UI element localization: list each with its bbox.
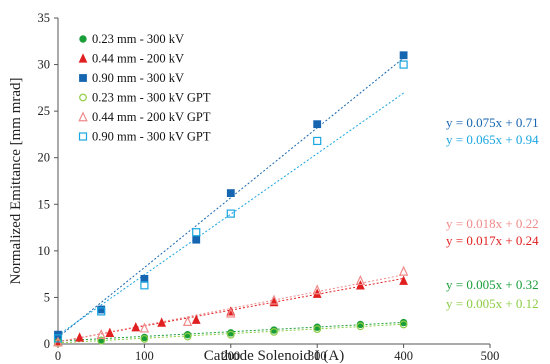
- point-series-6: [399, 60, 408, 69]
- y-tick-label: 0: [44, 337, 50, 351]
- point-series-4: [140, 334, 149, 343]
- legend-marker-4: [79, 93, 87, 102]
- point-series-5: [269, 294, 279, 305]
- y-tick-label: 35: [38, 11, 51, 25]
- x-tick-label: 500: [481, 349, 500, 363]
- point-series-2: [356, 280, 365, 290]
- point-series-2: [191, 314, 201, 324]
- legend-label-5: 0.44 mm - 200 kV GPT: [92, 110, 211, 124]
- point-series-5: [182, 315, 193, 326]
- x-tick-label: 300: [308, 349, 327, 363]
- fit-equation-3: y = 0.075x + 0.71: [446, 115, 539, 130]
- legend-label-6: 0.90 mm - 300 kV GPT: [92, 130, 211, 144]
- fit-equation-6: y = 0.065x + 0.94: [446, 132, 539, 147]
- point-series-6: [97, 307, 106, 316]
- point-series-6: [192, 228, 201, 237]
- point-series-5: [398, 265, 409, 276]
- point-series-6: [140, 281, 149, 290]
- legend-label-2: 0.44 mm - 200 kV: [92, 52, 184, 66]
- y-tick-label: 30: [38, 58, 51, 72]
- x-tick-label: 200: [221, 349, 240, 363]
- point-series-3: [313, 120, 322, 129]
- point-series-5: [96, 329, 106, 340]
- point-series-5: [226, 307, 236, 318]
- point-series-3: [226, 189, 235, 198]
- point-series-5: [312, 284, 322, 295]
- x-tick-label: 100: [135, 349, 154, 363]
- point-series-3: [399, 51, 408, 60]
- legend-marker-6: [78, 132, 88, 141]
- y-axis-title: Normalized Emittance [mm mrad]: [8, 77, 24, 284]
- point-series-6: [313, 136, 322, 146]
- legend-label-1: 0.23 mm - 300 kV: [92, 32, 184, 46]
- axes: 0 100 200 300 400 500 0 5 10 15 20 25 30 35: [38, 11, 500, 363]
- point-series-4: [270, 327, 278, 336]
- legend-label-4: 0.23 mm - 300 kV GPT: [92, 91, 211, 105]
- fit-line-2: [57, 277, 404, 343]
- legend-marker-3: [79, 74, 87, 82]
- x-tick-label: 0: [55, 349, 61, 363]
- y-tick-label: 20: [38, 151, 51, 165]
- point-series-3: [192, 235, 201, 244]
- point-series-2: [131, 322, 141, 332]
- fit-equation-2: y = 0.017x + 0.24: [446, 233, 539, 248]
- y-tick-label: 15: [38, 197, 51, 211]
- point-series-4: [183, 332, 192, 341]
- point-series-5: [355, 274, 366, 286]
- point-series-4: [226, 330, 235, 339]
- data-points: [53, 51, 409, 347]
- fit-equations: y = 0.075x + 0.71 y = 0.065x + 0.94 y = 0.…: [446, 115, 539, 311]
- legend-marker-5: [78, 111, 88, 122]
- legend-label-3: 0.90 mm - 300 kV: [92, 71, 184, 85]
- point-series-5: [139, 322, 150, 333]
- point-series-4: [356, 322, 365, 331]
- y-tick-label: 5: [44, 290, 50, 304]
- point-series-6: [226, 209, 235, 218]
- point-series-2: [157, 317, 167, 327]
- x-tick-label: 400: [394, 349, 413, 363]
- legend-marker-1: [79, 35, 87, 43]
- point-series-4: [97, 336, 106, 345]
- y-tick-label: 10: [38, 244, 51, 258]
- point-series-4: [399, 320, 408, 329]
- fit-equation-4: y = 0.005x + 0.12: [446, 296, 539, 311]
- point-series-2: [399, 275, 408, 285]
- fit-equation-1: y = 0.005x + 0.32: [446, 277, 539, 292]
- y-tick-label: 25: [38, 104, 51, 118]
- point-series-2: [105, 327, 115, 337]
- point-series-2: [75, 332, 84, 342]
- fit-equation-5: y = 0.018x + 0.22: [446, 216, 539, 231]
- point-series-4: [313, 325, 322, 333]
- point-series-3: [97, 305, 106, 314]
- x-axis-title: Cathode Solenoid I (A): [204, 348, 344, 364]
- legend: 0.23 mm - 300 kV 0.44 mm - 200 kV 0.90 mm …: [78, 32, 211, 144]
- legend-marker-2: [78, 53, 88, 63]
- point-series-6: [53, 334, 63, 343]
